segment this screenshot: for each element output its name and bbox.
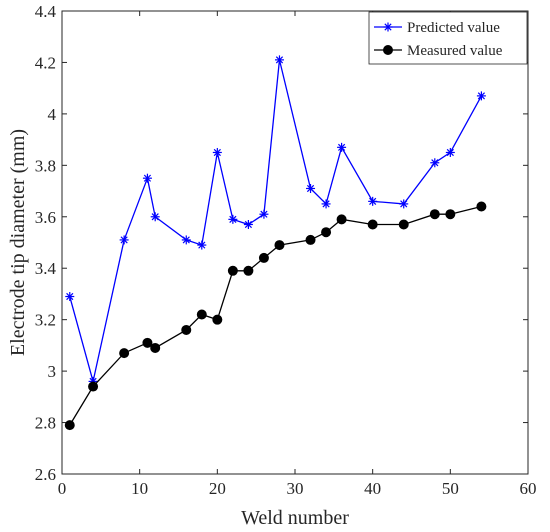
y-tick-label: 3.6 bbox=[35, 208, 56, 227]
data-point bbox=[197, 240, 207, 250]
data-point bbox=[398, 219, 409, 230]
legend-marker bbox=[383, 22, 393, 32]
data-point bbox=[445, 209, 456, 220]
x-tick-label: 60 bbox=[520, 479, 537, 498]
data-point bbox=[259, 209, 269, 219]
legend-label: Predicted value bbox=[407, 20, 500, 36]
x-tick-label: 10 bbox=[131, 479, 148, 498]
legend: Predicted value Measured value bbox=[368, 11, 528, 65]
y-axis-label: Electrode tip diameter (mm) bbox=[7, 129, 29, 356]
data-point bbox=[227, 265, 238, 276]
legend-label: Measured value bbox=[407, 43, 503, 59]
legend-item: Measured value bbox=[374, 43, 503, 59]
data-point bbox=[150, 212, 160, 222]
data-point bbox=[243, 265, 254, 276]
data-point bbox=[399, 199, 409, 209]
data-point bbox=[429, 209, 440, 220]
data-point bbox=[336, 214, 347, 225]
data-point bbox=[142, 337, 153, 348]
data-point bbox=[243, 219, 253, 229]
data-point bbox=[321, 199, 331, 209]
data-point bbox=[368, 196, 378, 206]
y-tick-label: 4 bbox=[48, 105, 57, 124]
data-point bbox=[150, 342, 161, 353]
data-point bbox=[142, 173, 152, 183]
y-tick-label: 2.8 bbox=[35, 414, 56, 433]
data-point bbox=[212, 314, 223, 325]
data-point bbox=[321, 227, 332, 238]
legend-box bbox=[368, 11, 528, 65]
data-point bbox=[181, 235, 191, 245]
data-point bbox=[476, 201, 487, 212]
data-point bbox=[306, 183, 316, 193]
data-point bbox=[476, 91, 486, 101]
data-point bbox=[274, 240, 285, 251]
x-tick-label: 50 bbox=[442, 479, 459, 498]
x-tick-label: 30 bbox=[287, 479, 304, 498]
x-tick-label: 40 bbox=[364, 479, 381, 498]
data-point bbox=[119, 348, 130, 359]
data-point bbox=[196, 309, 207, 320]
legend-marker bbox=[383, 45, 393, 55]
legend-item: Predicted value bbox=[374, 20, 500, 36]
data-point bbox=[305, 234, 316, 245]
y-tick-label: 3.4 bbox=[35, 259, 57, 278]
x-tick-label: 20 bbox=[209, 479, 226, 498]
data-point bbox=[65, 292, 75, 302]
y-tick-label: 2.6 bbox=[35, 465, 56, 484]
y-tick-label: 3 bbox=[48, 362, 57, 381]
data-point bbox=[274, 55, 284, 65]
data-point bbox=[430, 158, 440, 168]
x-axis-label: Weld number bbox=[241, 507, 349, 529]
data-point bbox=[212, 147, 222, 157]
data-point bbox=[445, 147, 455, 157]
data-point bbox=[367, 219, 378, 230]
y-tick-label: 3.2 bbox=[35, 311, 56, 330]
data-point bbox=[88, 381, 99, 392]
y-tick-label: 4.2 bbox=[35, 53, 56, 72]
y-tick-label: 4.4 bbox=[35, 2, 57, 21]
data-point bbox=[119, 235, 129, 245]
series-layer bbox=[64, 55, 487, 431]
x-tick-label: 0 bbox=[58, 479, 67, 498]
data-point bbox=[337, 142, 347, 152]
series-measured bbox=[64, 201, 487, 431]
y-tick-label: 3.8 bbox=[35, 156, 56, 175]
data-point bbox=[181, 324, 192, 335]
data-point bbox=[64, 420, 75, 431]
data-point bbox=[228, 214, 238, 224]
series-line bbox=[69, 59, 482, 382]
series-predicted bbox=[65, 55, 486, 386]
data-point bbox=[258, 252, 269, 263]
